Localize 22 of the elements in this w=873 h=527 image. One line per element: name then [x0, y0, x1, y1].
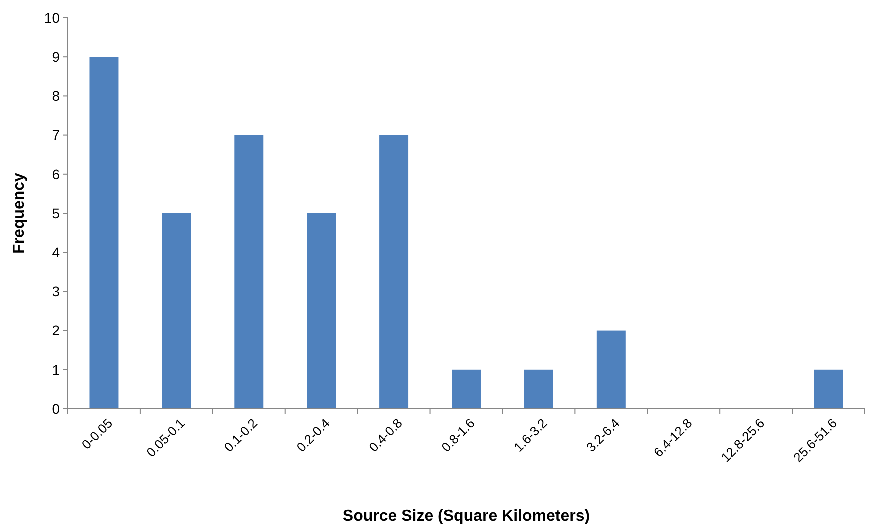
- y-tick-label: 6: [52, 166, 60, 182]
- y-axis-title: Frequency: [11, 172, 28, 254]
- y-tick-label: 7: [52, 127, 60, 144]
- y-tick-label: 0: [52, 400, 60, 417]
- bar: [234, 135, 264, 409]
- bar: [307, 214, 336, 409]
- y-tick-label: 9: [52, 49, 60, 65]
- y-tick-label: 10: [44, 10, 60, 26]
- bar: [90, 57, 119, 409]
- y-tick-label: 1: [52, 362, 60, 378]
- y-tick-label: 4: [52, 244, 60, 260]
- y-tick-label: 5: [52, 205, 60, 222]
- bar: [524, 370, 554, 409]
- bar: [452, 370, 481, 409]
- y-tick-label: 3: [52, 284, 60, 300]
- bar: [596, 330, 626, 409]
- bar: [380, 135, 409, 409]
- y-tick-label: 8: [52, 88, 60, 104]
- bar: [814, 370, 844, 409]
- bar: [162, 214, 192, 409]
- y-tick-label: 2: [52, 322, 60, 339]
- x-axis-title: Source Size (Square Kilometers): [342, 508, 590, 525]
